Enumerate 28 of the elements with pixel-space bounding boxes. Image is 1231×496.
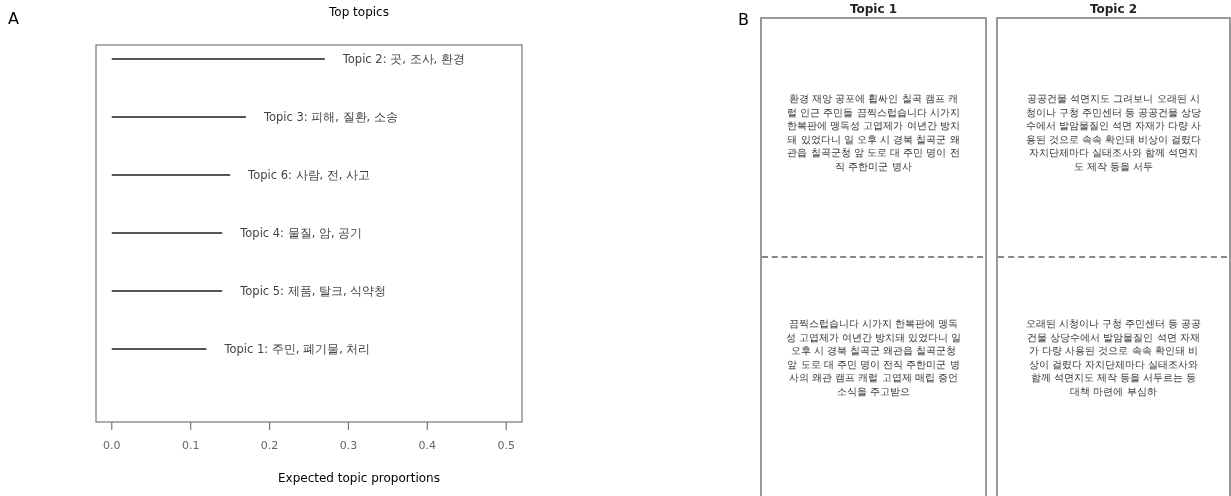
text: 공공건물 석면지도 그려보니 오래된 시청이나 구청 주민센터 등 공공건물 상당수에서 발암물질인 석면 자재가 다량 사용된 것으로 속속 확인돼 비상이 걸렸다 자치단체마다 실태조사와 함께 석면지도 제작 등을 서두 xyxy=(1024,92,1203,173)
x-tick-label: 0.0 xyxy=(103,439,121,452)
y-tick-label: Topic 1: 주민, 폐기물, 처리 xyxy=(223,342,371,356)
chart-title: Top topics xyxy=(328,5,389,19)
text: B xyxy=(738,10,749,29)
x-tick-label: 0.2 xyxy=(260,439,279,452)
text: 끔찍스럽습니다 시가지 한복판에 맹독성 고엽제가 여년간 방치돼 있었다니 일 오후 시 경북 칠곡군 왜관읍 칠곡군청 앞 도로 대 주민 명이 전직 주한미군 병사의 왜관 캠프 캐럴 고엽제 매립 증언 소식을 주고받으 xyxy=(784,317,963,398)
x-tick-label: 0.1 xyxy=(181,439,200,452)
x-tick-label: 0.5 xyxy=(497,439,515,452)
y-tick-label: Topic 3: 피해, 질환, 소송 xyxy=(262,110,398,124)
bar xyxy=(111,232,223,234)
text: 환경 재앙 공포에 휩싸인 칠곡 캠프 캐럴 인근 주민들 끔찍스럽습니다 시가지 한복판에 맹독성 고엽제가 여년간 방치돼 있었다니 일 오후 시 경북 칠곡군 왜관읍 칠곡군청 앞 도로 대 주민 명이 전직 주한미군 병사 xyxy=(786,92,961,173)
bar xyxy=(111,290,223,292)
y-tick-label: Topic 6: 사람, 전, 사고 xyxy=(247,168,371,182)
x-tick-label: 0.4 xyxy=(418,439,437,452)
category-label: Topic 1 xyxy=(848,2,899,16)
x-axis-title: Expected topic proportions xyxy=(278,471,440,485)
y-tick-label: Topic 2: 곳, 조사, 환경 xyxy=(341,52,465,66)
y-tick-label: Topic 5: 제품, 탈크, 식약청 xyxy=(239,284,387,298)
bar xyxy=(111,174,231,176)
bar xyxy=(111,58,325,60)
bar xyxy=(111,116,246,118)
x-tick-label: 0.3 xyxy=(339,439,358,452)
category-label: Topic 2 xyxy=(1088,2,1139,16)
bar xyxy=(111,348,207,350)
text: A xyxy=(8,9,19,28)
text: 오래된 시청이나 구청 주민센터 등 공공건물 상당수에서 발암물질인 석면 자재가 다량 사용된 것으로 속속 확인돼 비상이 걸렸다 자치단체마다 실태조사와 함께 석면지도 제작 등을 서두르는 등 대책 마련에 부심하 xyxy=(1024,317,1203,398)
y-tick-label: Topic 4: 물질, 암, 공기 xyxy=(239,226,363,240)
